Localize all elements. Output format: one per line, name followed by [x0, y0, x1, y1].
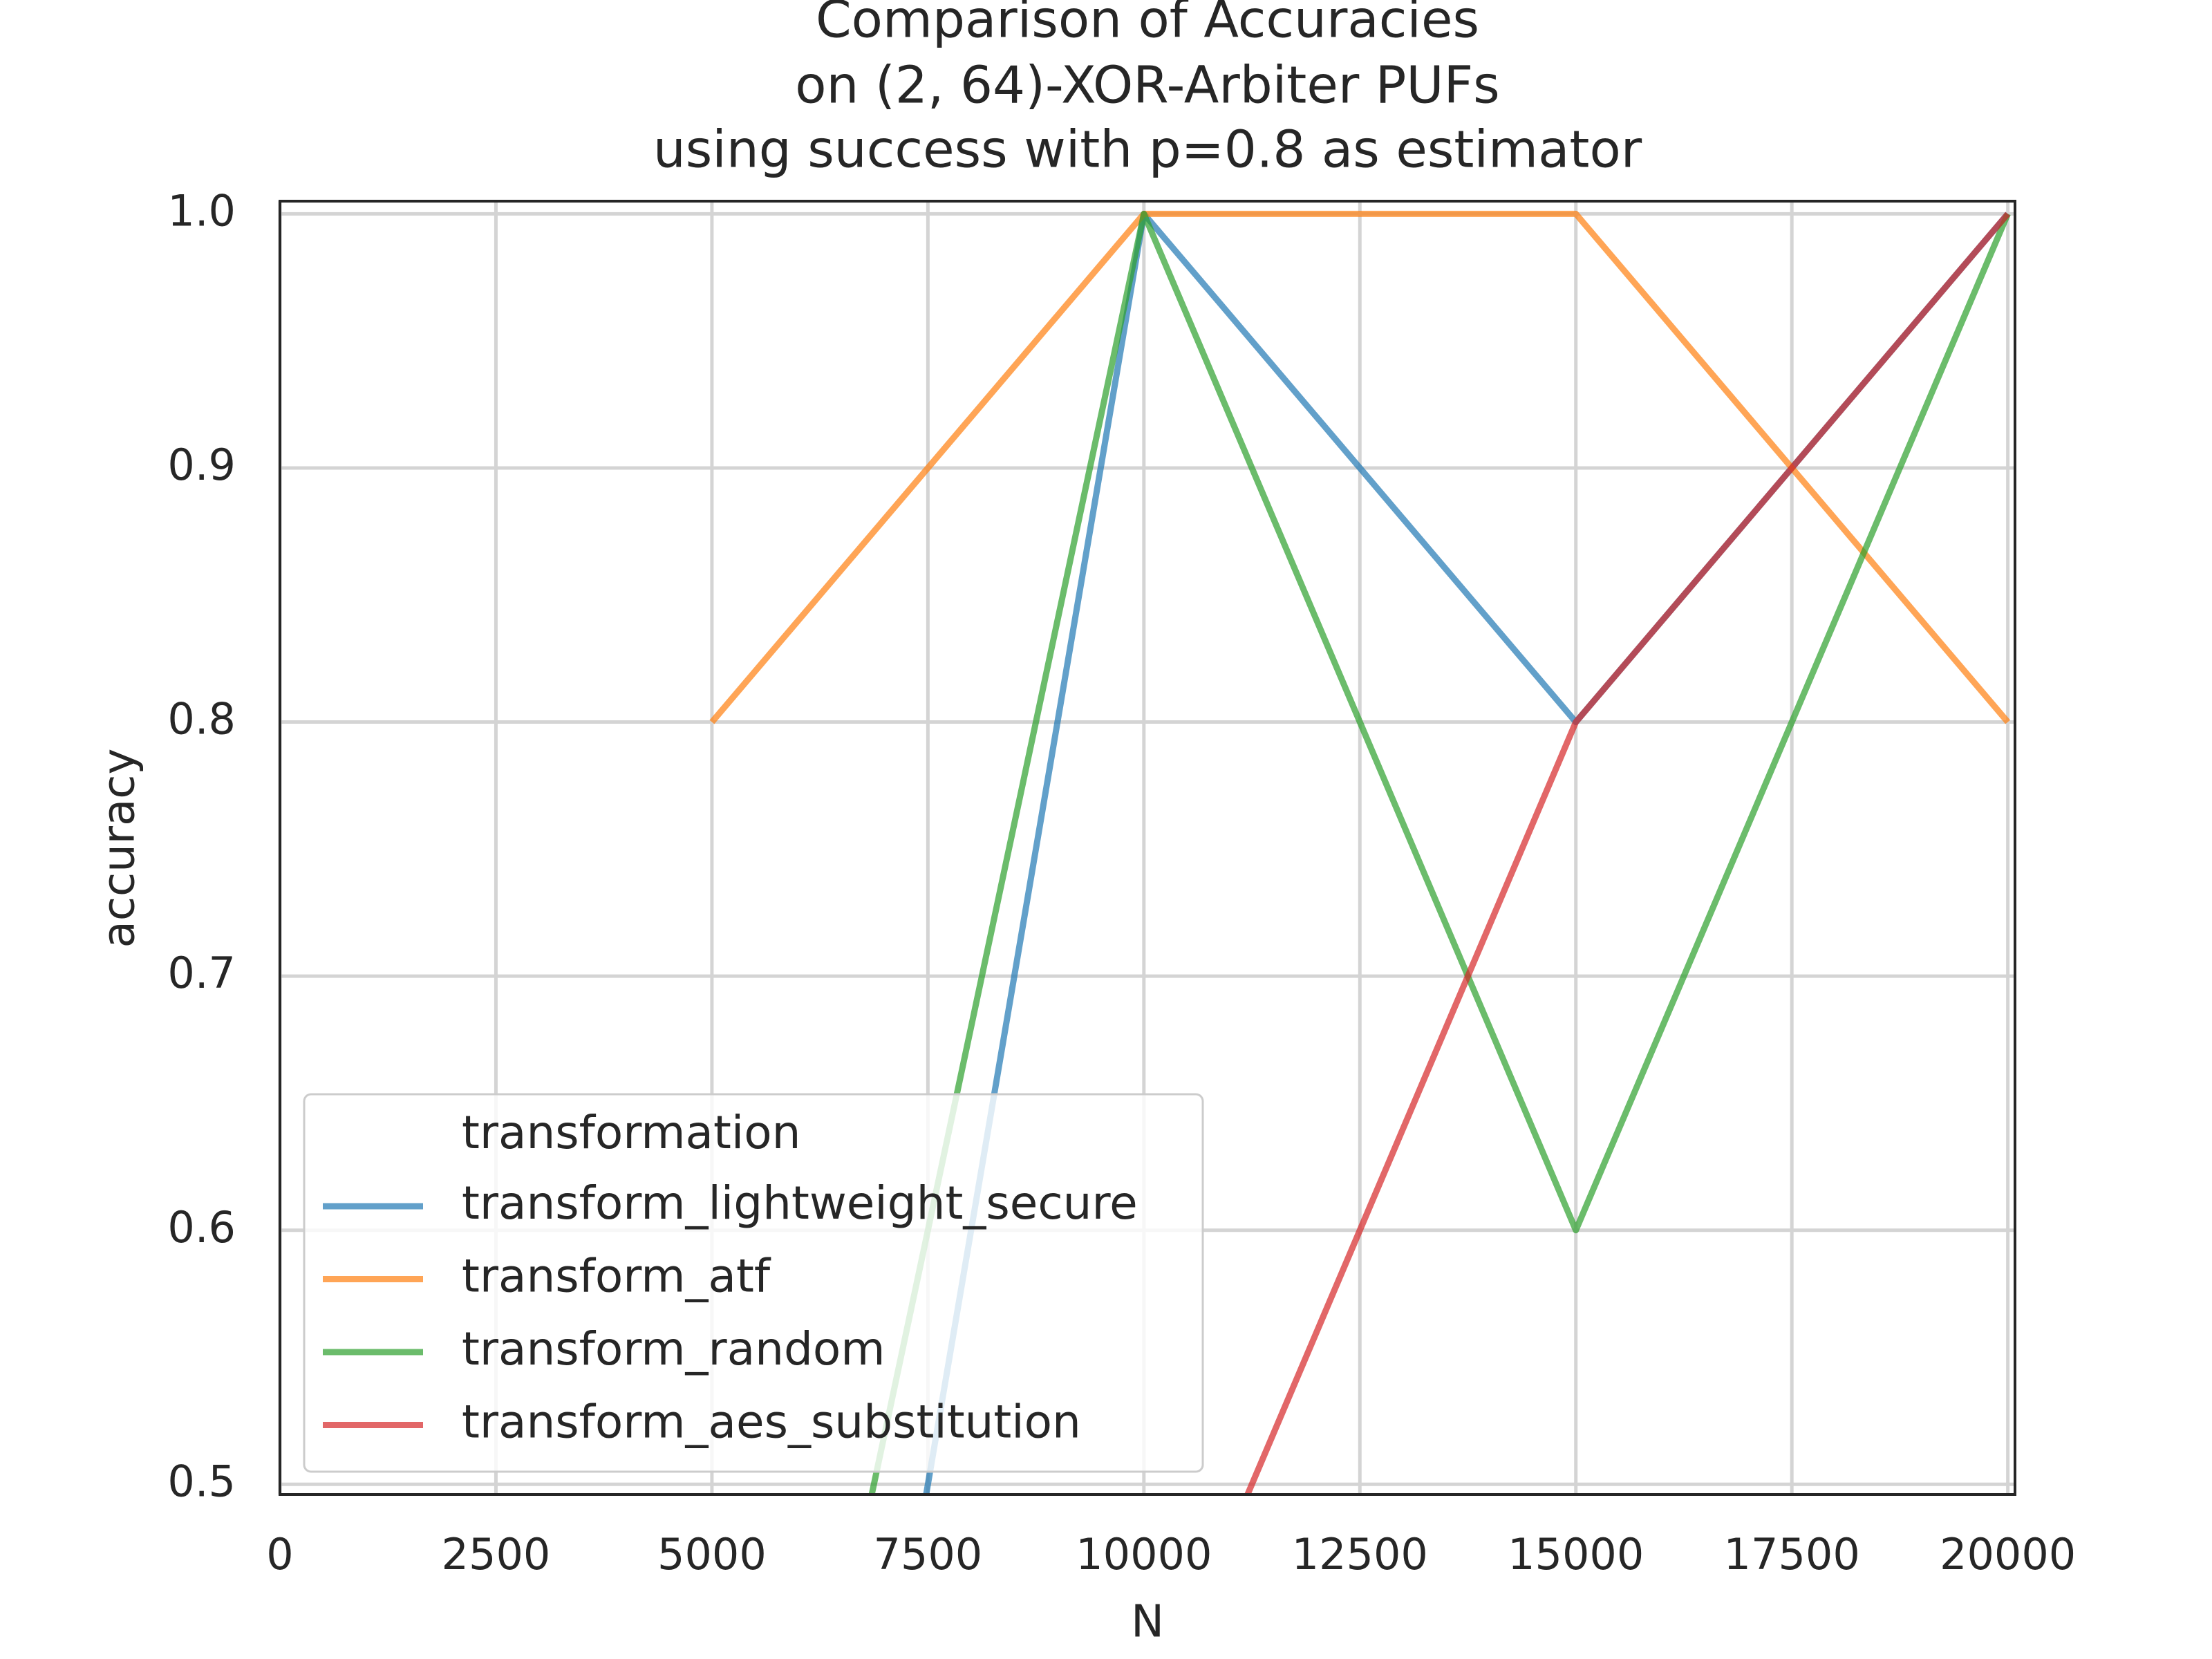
legend-label: transform_lightweight_secure	[462, 1177, 1138, 1230]
chart-title: on (2, 64)-XOR-Arbiter PUFs	[795, 56, 1499, 115]
x-tick-label: 2500	[442, 1529, 551, 1580]
legend-label: transform_aes_substitution	[462, 1396, 1081, 1449]
x-tick-label: 12500	[1292, 1529, 1428, 1580]
x-tick-label: 20000	[1940, 1529, 2076, 1580]
x-tick-label: 15000	[1508, 1529, 1644, 1580]
series-line	[1244, 212, 2011, 1494]
legend-title: transformation	[462, 1106, 800, 1159]
y-tick-label: 0.5	[167, 1456, 236, 1506]
legend-box	[303, 1093, 1204, 1473]
legend-label: transform_random	[462, 1322, 885, 1376]
y-axis-label: accuracy	[94, 749, 145, 948]
chart-title: using success with p=0.8 as estimator	[653, 120, 1642, 180]
chart-title: Comparison of Accuracies	[816, 0, 1479, 50]
x-tick-label: 17500	[1724, 1529, 1860, 1580]
x-axis-label: N	[1131, 1597, 1164, 1648]
x-tick-label: 10000	[1076, 1529, 1212, 1580]
x-tick-label: 5000	[657, 1529, 767, 1580]
legend-label: transform_atf	[462, 1250, 771, 1303]
x-tick-label: 7500	[873, 1529, 982, 1580]
y-tick-label: 0.9	[167, 440, 236, 490]
x-tick-label: 0	[266, 1529, 293, 1580]
y-tick-label: 0.8	[167, 694, 236, 744]
plot-frame	[279, 200, 2016, 1496]
y-tick-label: 0.7	[167, 948, 236, 998]
legend: transformation transform_lightweight_secu…	[303, 1093, 1204, 1473]
y-tick-label: 1.0	[167, 185, 236, 236]
y-tick-label: 0.6	[167, 1202, 236, 1253]
